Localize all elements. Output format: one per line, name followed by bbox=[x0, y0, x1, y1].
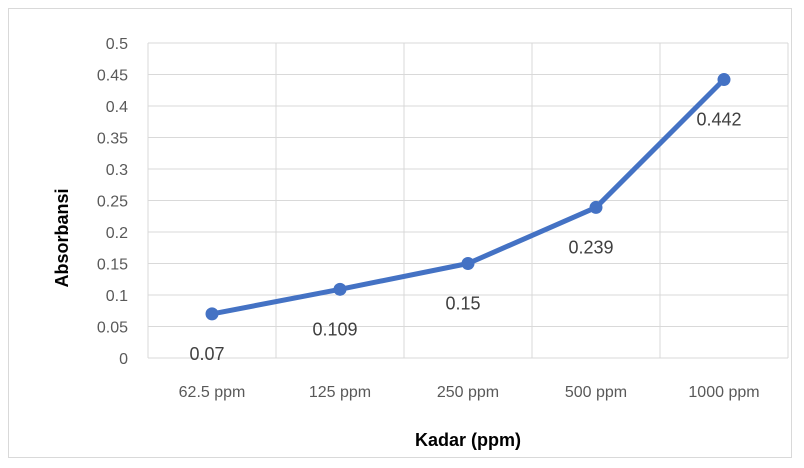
y-tick-labels: 0 0.05 0.1 0.15 0.2 0.25 0.3 0.35 0.4 0.45 0.5 bbox=[97, 36, 128, 368]
y-tick-label: 0.45 bbox=[97, 68, 128, 85]
y-tick-label: 0.25 bbox=[97, 194, 128, 211]
y-tick-label: 0.1 bbox=[106, 288, 128, 305]
y-tick-label: 0.2 bbox=[106, 225, 128, 242]
grid-layer bbox=[147, 42, 789, 359]
data-label-layer: 0.07 0.109 0.15 0.239 0.442 bbox=[189, 110, 741, 364]
x-tick-label: 250 ppm bbox=[437, 384, 499, 401]
series-line bbox=[209, 77, 727, 317]
y-tick-label: 0.3 bbox=[106, 162, 128, 179]
y-axis-title: Absorbansi bbox=[52, 188, 72, 287]
y-tick-label: 0.35 bbox=[97, 131, 128, 148]
x-tick-label: 1000 ppm bbox=[688, 384, 759, 401]
x-axis-title: Kadar (ppm) bbox=[415, 430, 521, 450]
x-tick-label: 62.5 ppm bbox=[179, 384, 246, 401]
y-tick-label: 0.15 bbox=[97, 257, 128, 274]
data-label: 0.239 bbox=[568, 237, 613, 257]
data-point bbox=[333, 282, 347, 296]
y-tick-label: 0 bbox=[119, 351, 128, 368]
y-tick-label: 0.4 bbox=[106, 99, 128, 116]
x-tick-label: 125 ppm bbox=[309, 384, 371, 401]
data-point bbox=[205, 307, 219, 321]
y-tick-label: 0.05 bbox=[97, 320, 128, 337]
y-tick-label: 0.5 bbox=[106, 36, 128, 53]
chart-frame bbox=[8, 8, 792, 458]
x-tick-labels: 62.5 ppm 125 ppm 250 ppm 500 ppm 1000 ppm bbox=[179, 384, 760, 401]
data-label: 0.109 bbox=[312, 319, 357, 339]
data-point bbox=[717, 73, 731, 87]
data-label: 0.15 bbox=[445, 294, 480, 314]
series-layer bbox=[205, 73, 731, 321]
data-point bbox=[589, 200, 603, 214]
data-label: 0.07 bbox=[189, 344, 224, 364]
data-label: 0.442 bbox=[696, 110, 741, 130]
data-point bbox=[461, 257, 475, 270]
x-tick-label: 500 ppm bbox=[565, 384, 627, 401]
